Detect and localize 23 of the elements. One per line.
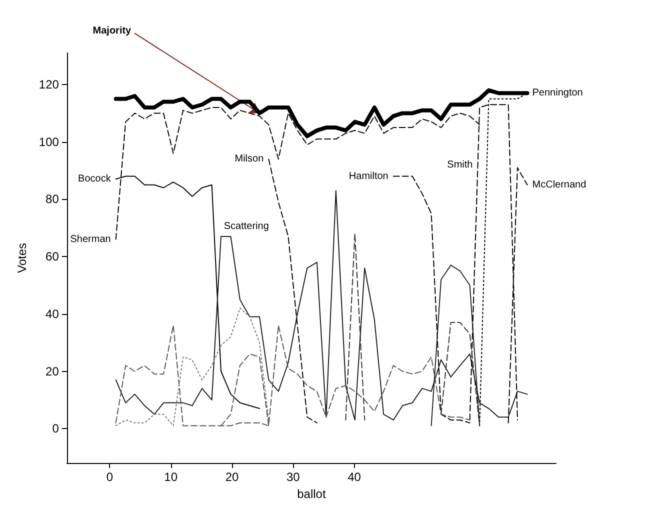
annotation: Bocock: [78, 174, 112, 185]
annotation: Pennington: [532, 88, 583, 99]
y-tick-label: 0: [52, 422, 60, 436]
y-axis-title: Votes: [15, 242, 29, 274]
annotation: McClernand: [532, 179, 586, 190]
y-tick-label: 60: [46, 250, 60, 264]
x-tick-label: 10: [164, 470, 178, 484]
x-tick-label: 20: [225, 470, 239, 484]
annotation: Sherman: [70, 234, 111, 245]
y-tick-label: 120: [38, 78, 60, 92]
y-tick-label: 80: [46, 192, 60, 206]
annotation: Hamilton: [348, 170, 388, 182]
y-tick-label: 20: [46, 364, 60, 378]
x-tick-label: 0: [106, 470, 114, 484]
x-tick-label: 30: [286, 470, 300, 484]
annotation: Scattering: [224, 220, 269, 232]
y-tick-label: 40: [46, 306, 60, 321]
x-axis-title: ballot: [297, 486, 326, 501]
annotation: Majority: [92, 26, 132, 37]
x-tick-label: 40: [348, 470, 362, 484]
annotation: Milson: [234, 154, 264, 165]
annotation: Smith: [447, 159, 473, 170]
y-tick-label: 100: [38, 134, 60, 149]
